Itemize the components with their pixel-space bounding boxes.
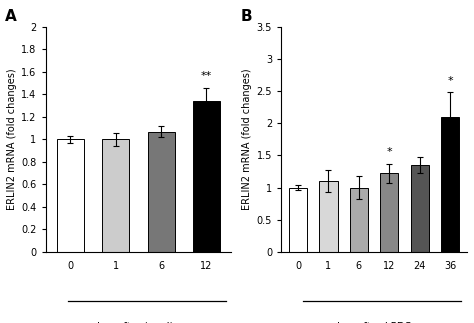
Bar (57, 140, 84, 252)
Bar (289, 188, 307, 252)
Y-axis label: ERLIN2 mRNA (fold changes): ERLIN2 mRNA (fold changes) (7, 68, 17, 210)
Text: hrs after insulin: hrs after insulin (97, 322, 180, 323)
Bar (441, 117, 459, 252)
Y-axis label: ERLIN2 mRNA (fold changes): ERLIN2 mRNA (fold changes) (243, 68, 253, 210)
Bar (380, 173, 399, 252)
Bar (410, 165, 429, 252)
Bar (350, 188, 368, 252)
Bar (319, 181, 337, 252)
Text: **: ** (201, 71, 212, 81)
Bar (193, 101, 220, 252)
Text: B: B (240, 9, 252, 24)
Bar (102, 140, 129, 252)
Text: hrs after LPDS: hrs after LPDS (337, 322, 411, 323)
Text: A: A (5, 9, 17, 24)
Text: *: * (386, 147, 392, 157)
Bar (147, 131, 175, 252)
Text: *: * (447, 76, 453, 86)
